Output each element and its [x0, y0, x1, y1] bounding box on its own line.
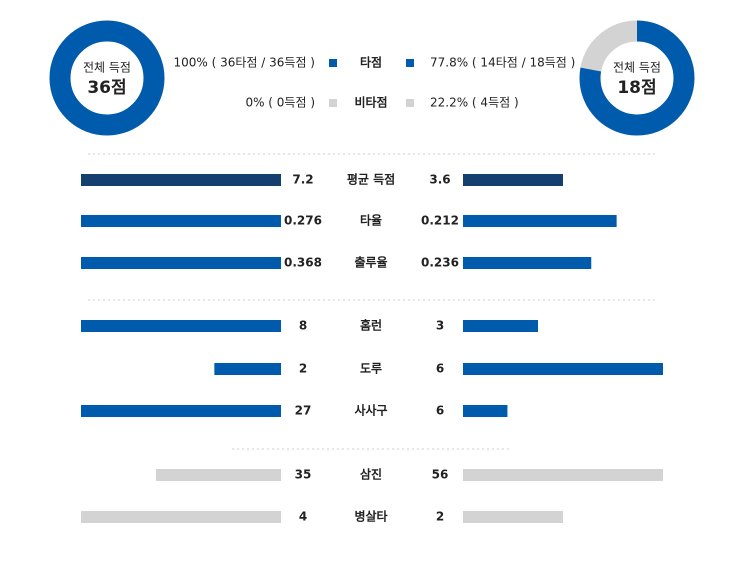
value-right: 56	[432, 468, 449, 482]
bar-right	[463, 257, 592, 269]
bar-right	[463, 320, 538, 332]
stat-label: 출루율	[354, 255, 387, 270]
stat-label: 도루	[360, 362, 382, 376]
stat-label: 홈런	[360, 318, 382, 333]
value-right: 3	[436, 319, 444, 333]
legend-label: 비타점	[354, 95, 387, 110]
value-right: 0.212	[421, 214, 459, 228]
legend-swatch	[329, 59, 337, 67]
bar-right	[463, 174, 563, 186]
legend-right: 22.2% ( 4득점 )	[430, 96, 519, 110]
bar-left	[81, 215, 281, 227]
legend-right: 77.8% ( 14타점 / 18득점 )	[430, 56, 575, 70]
bar-right	[463, 511, 563, 523]
value-left: 7.2	[292, 173, 313, 187]
stat-label: 사사구	[354, 403, 387, 418]
stat-label: 삼진	[360, 467, 382, 482]
value-right: 6	[436, 362, 444, 376]
bar-left	[81, 511, 281, 523]
bar-left	[156, 469, 281, 481]
donut-title: 전체 득점	[83, 61, 131, 75]
legend-swatch	[329, 99, 337, 107]
legend-label: 타점	[360, 55, 382, 70]
value-right: 0.236	[421, 256, 459, 270]
donut-segment	[49, 20, 165, 136]
bar-left	[214, 363, 281, 375]
legend-left: 0% ( 0득점 )	[245, 96, 315, 110]
legend-left: 100% ( 36타점 / 36득점 )	[174, 56, 316, 70]
value-right: 6	[436, 404, 444, 418]
bar-left	[81, 320, 281, 332]
value-left: 35	[295, 468, 312, 482]
stat-label: 평균 득점	[347, 172, 395, 187]
value-left: 27	[295, 404, 312, 418]
value-left: 2	[299, 362, 307, 376]
bar-right	[463, 405, 508, 417]
stat-label: 타율	[360, 213, 382, 228]
value-left: 4	[299, 510, 307, 524]
value-right: 3.6	[429, 173, 450, 187]
bar-right	[463, 363, 663, 375]
donut-segment	[579, 20, 695, 136]
bar-left	[81, 257, 281, 269]
donut-total: 18점	[617, 78, 656, 98]
value-left: 0.276	[284, 214, 322, 228]
value-right: 2	[436, 510, 444, 524]
donut-total: 36점	[87, 78, 126, 98]
value-left: 8	[299, 319, 307, 333]
bar-left	[81, 174, 281, 186]
bar-right	[463, 215, 617, 227]
stat-label: 병살타	[354, 509, 387, 524]
donut-title: 전체 득점	[613, 61, 661, 75]
bar-left	[81, 405, 281, 417]
legend-swatch	[406, 59, 414, 67]
value-left: 0.368	[284, 256, 322, 270]
legend-swatch	[406, 99, 414, 107]
bar-right	[463, 469, 663, 481]
